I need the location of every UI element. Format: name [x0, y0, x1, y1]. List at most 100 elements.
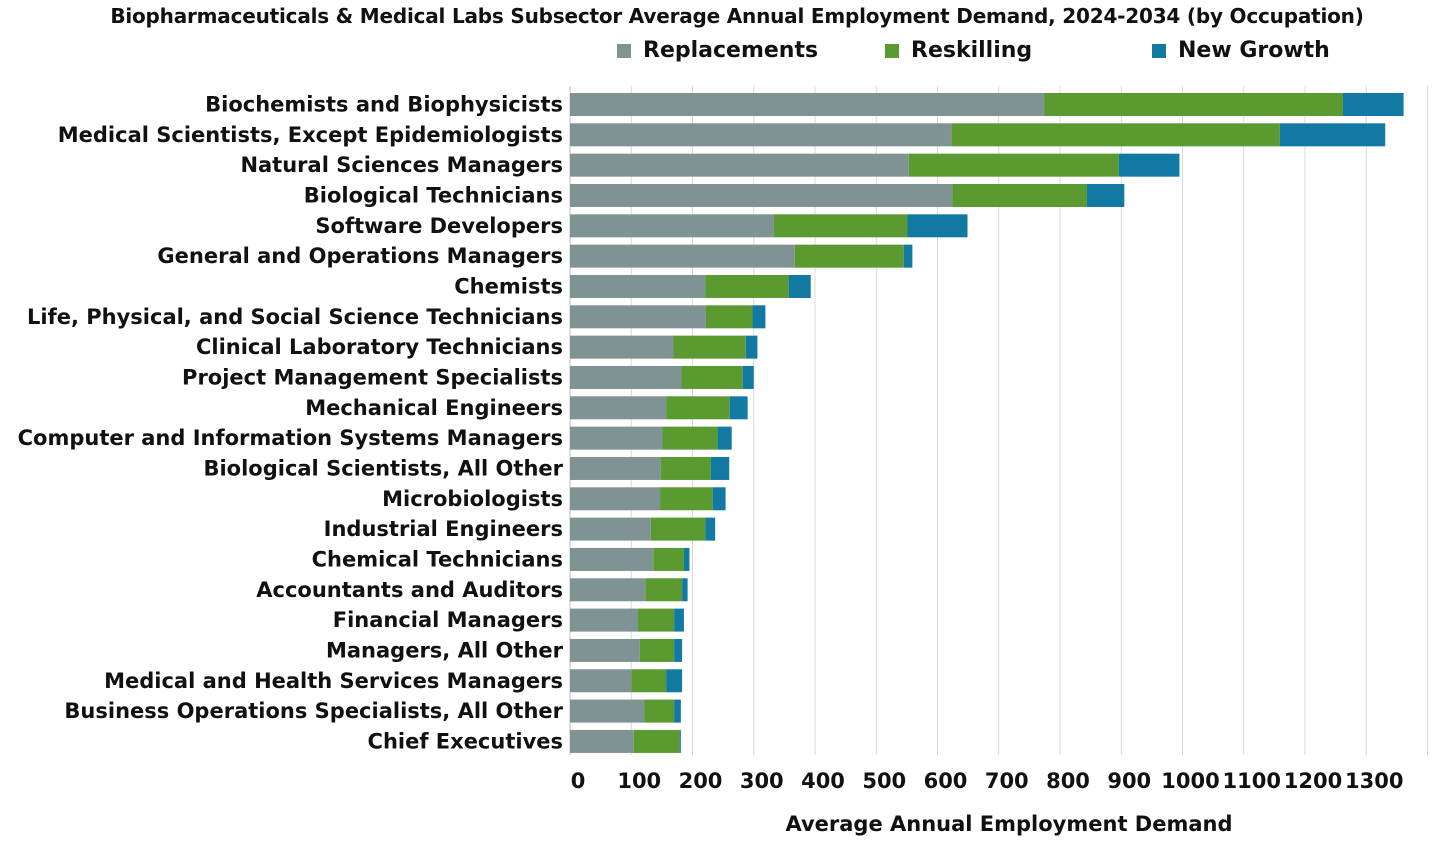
- category-label-financial-managers: Financial Managers: [333, 608, 563, 632]
- category-label-project-management-specialists: Project Management Specialists: [182, 365, 563, 389]
- bar-new-growth-biological-technicians: [1086, 183, 1125, 207]
- bar-new-growth-biological-scientists-all-other: [710, 456, 730, 480]
- bar-reskilling-clinical-laboratory-technicians: [673, 335, 746, 359]
- bar-replacements-chemists: [570, 274, 706, 298]
- bar-reskilling-microbiologists: [660, 487, 713, 511]
- category-label-medical-scientists-except-epidemiologists: Medical Scientists, Except Epidemiologis…: [58, 123, 563, 147]
- legend-item-replacements: Replacements: [617, 38, 818, 63]
- bar-reskilling-chief-executives: [633, 729, 680, 753]
- legend-swatch-reskilling: [885, 43, 899, 58]
- category-label-chief-executives: Chief Executives: [368, 729, 563, 753]
- x-tick-label-1300: 1300: [1345, 769, 1403, 793]
- bar-new-growth-medical-and-health-services-managers: [666, 669, 683, 693]
- category-label-biological-technicians: Biological Technicians: [304, 183, 563, 207]
- bar-reskilling-computer-and-information-systems-managers: [662, 426, 718, 450]
- bar-reskilling-life-physical-and-social-science-technicians: [705, 305, 753, 329]
- bar-reskilling-biological-scientists-all-other: [660, 456, 711, 480]
- bar-replacements-project-management-specialists: [570, 365, 682, 389]
- bar-new-growth-mechanical-engineers: [729, 396, 748, 420]
- bar-new-growth-computer-and-information-systems-managers: [717, 426, 732, 450]
- bar-reskilling-mechanical-engineers: [666, 396, 730, 420]
- bar-reskilling-medical-scientists-except-epidemiologists: [951, 123, 1280, 147]
- category-label-industrial-engineers: Industrial Engineers: [324, 517, 563, 541]
- bar-replacements-accountants-and-auditors: [570, 578, 646, 602]
- bar-reskilling-chemical-technicians: [653, 547, 684, 571]
- legend-label-new-growth: New Growth: [1178, 38, 1330, 63]
- category-label-biological-scientists-all-other: Biological Scientists, All Other: [203, 456, 563, 480]
- bar-reskilling-medical-and-health-services-managers: [631, 669, 667, 693]
- x-tick-label-900: 900: [1107, 769, 1151, 793]
- bar-replacements-medical-and-health-services-managers: [570, 669, 632, 693]
- bar-reskilling-business-operations-specialists-all-other: [644, 699, 675, 723]
- x-tick-label-700: 700: [985, 769, 1029, 793]
- bar-replacements-mechanical-engineers: [570, 396, 667, 420]
- x-axis-title: Average Annual Employment Demand: [785, 812, 1232, 836]
- bar-reskilling-industrial-engineers: [650, 517, 706, 541]
- bar-new-growth-software-developers: [907, 214, 968, 238]
- bar-reskilling-general-and-operations-managers: [794, 244, 904, 268]
- category-label-software-developers: Software Developers: [315, 214, 563, 238]
- bar-new-growth-microbiologists: [712, 487, 726, 511]
- category-label-life-physical-and-social-science-technicians: Life, Physical, and Social Science Techn…: [27, 305, 563, 329]
- category-label-medical-and-health-services-managers: Medical and Health Services Managers: [104, 669, 563, 693]
- bar-new-growth-clinical-laboratory-technicians: [745, 335, 758, 359]
- bar-reskilling-software-developers: [773, 214, 908, 238]
- bar-new-growth-chemical-technicians: [683, 547, 690, 571]
- bar-reskilling-chemists: [705, 274, 789, 298]
- legend-label-reskilling: Reskilling: [911, 38, 1033, 63]
- legend-swatch-replacements: [617, 43, 631, 58]
- bar-new-growth-accountants-and-auditors: [682, 578, 688, 602]
- bar-new-growth-chief-executives: [679, 729, 681, 753]
- bar-replacements-chief-executives: [570, 729, 634, 753]
- category-label-computer-and-information-systems-managers: Computer and Information Systems Manager…: [18, 426, 563, 450]
- category-label-chemical-technicians: Chemical Technicians: [312, 547, 563, 571]
- x-tick-label-400: 400: [801, 769, 845, 793]
- bars: [570, 93, 1404, 753]
- x-tick-label-1100: 1100: [1223, 769, 1281, 793]
- x-tick-label-1000: 1000: [1161, 769, 1219, 793]
- bar-new-growth-medical-scientists-except-epidemiologists: [1279, 123, 1386, 147]
- category-label-biochemists-and-biophysicists: Biochemists and Biophysicists: [205, 93, 563, 117]
- legend-item-new-growth: New Growth: [1152, 38, 1330, 63]
- legend: Replacements Reskilling New Growth: [0, 38, 1440, 68]
- bar-new-growth-financial-managers: [674, 608, 684, 632]
- legend-item-reskilling: Reskilling: [885, 38, 1032, 63]
- category-label-accountants-and-auditors: Accountants and Auditors: [256, 578, 563, 602]
- bar-replacements-industrial-engineers: [570, 517, 651, 541]
- legend-label-replacements: Replacements: [643, 38, 819, 63]
- bar-replacements-life-physical-and-social-science-technicians: [570, 305, 706, 329]
- tick-labels: 0 100 200 300 400 500 600 700 800 900 1000 1100 1200…: [571, 769, 1404, 793]
- bar-reskilling-natural-sciences-managers: [908, 153, 1119, 177]
- bar-new-growth-industrial-engineers: [705, 517, 716, 541]
- category-label-business-operations-specialists-all-other: Business Operations Specialists, All Oth…: [64, 699, 563, 723]
- bar-replacements-financial-managers: [570, 608, 638, 632]
- bar-replacements-business-operations-specialists-all-other: [570, 699, 645, 723]
- bar-replacements-medical-scientists-except-epidemiologists: [570, 123, 952, 147]
- bar-new-growth-life-physical-and-social-science-technicians: [752, 305, 766, 329]
- bar-replacements-general-and-operations-managers: [570, 244, 795, 268]
- category-label-microbiologists: Microbiologists: [382, 487, 563, 511]
- bar-new-growth-business-operations-specialists-all-other: [674, 699, 681, 723]
- bar-reskilling-accountants-and-auditors: [645, 578, 683, 602]
- category-label-natural-sciences-managers: Natural Sciences Managers: [240, 153, 563, 177]
- bar-reskilling-biochemists-and-biophysicists: [1044, 93, 1343, 116]
- bar-new-growth-managers-all-other: [674, 638, 683, 662]
- bar-replacements-biological-scientists-all-other: [570, 456, 661, 480]
- x-tick-label-0: 0: [571, 769, 586, 793]
- bar-reskilling-project-management-specialists: [681, 365, 743, 389]
- x-tick-label-200: 200: [679, 769, 723, 793]
- category-label-mechanical-engineers: Mechanical Engineers: [305, 396, 563, 420]
- bar-replacements-managers-all-other: [570, 638, 640, 662]
- bar-reskilling-financial-managers: [637, 608, 675, 632]
- bar-new-growth-biochemists-and-biophysicists: [1342, 93, 1404, 116]
- bar-replacements-chemical-technicians: [570, 547, 654, 571]
- bar-new-growth-natural-sciences-managers: [1118, 153, 1180, 177]
- bar-reskilling-biological-technicians: [952, 183, 1087, 207]
- chart-title: Biopharmaceuticals & Medical Labs Subsec…: [110, 4, 1364, 28]
- bar-replacements-clinical-laboratory-technicians: [570, 335, 674, 359]
- bar-new-growth-general-and-operations-managers: [903, 244, 913, 268]
- category-labels: Biochemists and Biophysicists Medical Sci…: [18, 93, 564, 754]
- bar-reskilling-managers-all-other: [639, 638, 675, 662]
- bar-replacements-microbiologists: [570, 487, 661, 511]
